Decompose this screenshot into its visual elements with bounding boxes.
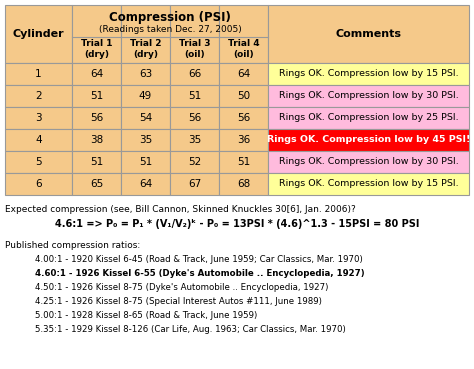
Text: 4.60:1 - 1926 Kissel 6-55 (Dyke's Automobile .. Encyclopedia, 1927): 4.60:1 - 1926 Kissel 6-55 (Dyke's Automo… bbox=[35, 269, 365, 278]
Bar bbox=[170, 63, 219, 85]
Bar bbox=[268, 129, 469, 151]
Text: 1: 1 bbox=[35, 69, 42, 79]
Text: 65: 65 bbox=[90, 179, 103, 189]
Bar bbox=[72, 173, 121, 195]
Text: 35: 35 bbox=[188, 135, 201, 145]
Text: Rings OK. Compression low by 30 PSI.: Rings OK. Compression low by 30 PSI. bbox=[279, 158, 458, 166]
Text: 56: 56 bbox=[237, 113, 250, 123]
Text: Rings OK. Compression low by 30 PSI.: Rings OK. Compression low by 30 PSI. bbox=[279, 92, 458, 100]
Bar bbox=[121, 5, 170, 63]
Text: Cylinder: Cylinder bbox=[13, 29, 64, 39]
Text: Comments: Comments bbox=[336, 29, 401, 39]
Text: 3: 3 bbox=[35, 113, 42, 123]
Text: 5.00:1 - 1928 Kissel 8-65 (Road & Track, June 1959): 5.00:1 - 1928 Kissel 8-65 (Road & Track,… bbox=[35, 311, 257, 320]
Text: 6: 6 bbox=[35, 179, 42, 189]
Text: 5: 5 bbox=[35, 157, 42, 167]
Bar bbox=[72, 107, 121, 129]
Text: Rings OK. Compression low by 15 PSI.: Rings OK. Compression low by 15 PSI. bbox=[279, 69, 458, 79]
Text: 68: 68 bbox=[237, 179, 250, 189]
Bar bbox=[268, 173, 469, 195]
Bar bbox=[268, 151, 469, 173]
Bar bbox=[170, 173, 219, 195]
Text: 2: 2 bbox=[35, 91, 42, 101]
Text: 4: 4 bbox=[35, 135, 42, 145]
Text: 49: 49 bbox=[139, 91, 152, 101]
Text: Published compression ratios:: Published compression ratios: bbox=[5, 241, 140, 250]
Bar bbox=[170, 107, 219, 129]
Text: 4.6:1 => P₀ = P₁ * (V₁/V₂)ᵏ - P₀ = 13PSI * (4.6)^1.3 - 15PSI = 80 PSI: 4.6:1 => P₀ = P₁ * (V₁/V₂)ᵏ - P₀ = 13PSI… bbox=[55, 219, 419, 229]
Bar bbox=[121, 173, 170, 195]
Text: 63: 63 bbox=[139, 69, 152, 79]
Bar bbox=[170, 5, 219, 63]
Text: Expected compression (see, Bill Cannon, Skinned Knuckles 30[6], Jan. 2006)?: Expected compression (see, Bill Cannon, … bbox=[5, 205, 356, 214]
Text: 56: 56 bbox=[90, 113, 103, 123]
Text: 64: 64 bbox=[90, 69, 103, 79]
Bar bbox=[219, 129, 268, 151]
Text: 4.50:1 - 1926 Kissel 8-75 (Dyke's Automobile .. Encyclopedia, 1927): 4.50:1 - 1926 Kissel 8-75 (Dyke's Automo… bbox=[35, 283, 328, 292]
Text: 5.35:1 - 1929 Kissel 8-126 (Car Life, Aug. 1963; Car Classics, Mar. 1970): 5.35:1 - 1929 Kissel 8-126 (Car Life, Au… bbox=[35, 325, 346, 334]
Bar bbox=[268, 5, 469, 63]
Bar bbox=[121, 85, 170, 107]
Bar bbox=[5, 107, 72, 129]
Bar bbox=[72, 129, 121, 151]
Text: 51: 51 bbox=[237, 157, 250, 167]
Bar bbox=[72, 5, 121, 63]
Text: 56: 56 bbox=[188, 113, 201, 123]
Text: 52: 52 bbox=[188, 157, 201, 167]
Text: Rings OK. Compression low by 15 PSI.: Rings OK. Compression low by 15 PSI. bbox=[279, 179, 458, 189]
Bar bbox=[170, 151, 219, 173]
Bar bbox=[72, 85, 121, 107]
Text: (Readings taken Dec. 27, 2005): (Readings taken Dec. 27, 2005) bbox=[99, 25, 241, 34]
Bar bbox=[121, 129, 170, 151]
Text: 66: 66 bbox=[188, 69, 201, 79]
Bar bbox=[72, 151, 121, 173]
Bar bbox=[5, 5, 72, 63]
Text: 50: 50 bbox=[237, 91, 250, 101]
Bar bbox=[72, 63, 121, 85]
Text: Trial 1
(dry): Trial 1 (dry) bbox=[81, 39, 112, 59]
Text: 51: 51 bbox=[188, 91, 201, 101]
Text: Trial 3
(oil): Trial 3 (oil) bbox=[179, 39, 210, 59]
Text: 38: 38 bbox=[90, 135, 103, 145]
Bar bbox=[170, 85, 219, 107]
Bar bbox=[219, 85, 268, 107]
Bar bbox=[268, 85, 469, 107]
Bar bbox=[5, 85, 72, 107]
Text: 64: 64 bbox=[237, 69, 250, 79]
Bar bbox=[219, 173, 268, 195]
Bar bbox=[219, 63, 268, 85]
Bar bbox=[5, 63, 72, 85]
Text: Compression (PSI): Compression (PSI) bbox=[109, 11, 231, 24]
Text: 51: 51 bbox=[90, 91, 103, 101]
Bar bbox=[219, 107, 268, 129]
Bar bbox=[170, 129, 219, 151]
Text: Rings OK. Compression low by 45 PSI!: Rings OK. Compression low by 45 PSI! bbox=[267, 135, 470, 145]
Text: 35: 35 bbox=[139, 135, 152, 145]
Text: Trial 2
(dry): Trial 2 (dry) bbox=[130, 39, 161, 59]
Text: 54: 54 bbox=[139, 113, 152, 123]
Bar bbox=[5, 129, 72, 151]
Bar bbox=[5, 151, 72, 173]
Text: Trial 4
(oil): Trial 4 (oil) bbox=[228, 39, 259, 59]
Bar bbox=[268, 107, 469, 129]
Text: 51: 51 bbox=[139, 157, 152, 167]
Text: Rings OK. Compression low by 25 PSI.: Rings OK. Compression low by 25 PSI. bbox=[279, 114, 458, 123]
Bar bbox=[121, 107, 170, 129]
Bar bbox=[219, 151, 268, 173]
Bar bbox=[268, 63, 469, 85]
Bar bbox=[219, 5, 268, 63]
Text: 51: 51 bbox=[90, 157, 103, 167]
Text: 36: 36 bbox=[237, 135, 250, 145]
Text: 4.00:1 - 1920 Kissel 6-45 (Road & Track, June 1959; Car Classics, Mar. 1970): 4.00:1 - 1920 Kissel 6-45 (Road & Track,… bbox=[35, 255, 363, 264]
Text: 64: 64 bbox=[139, 179, 152, 189]
Text: 4.25:1 - 1926 Kissel 8-75 (Special Interest Autos #111, June 1989): 4.25:1 - 1926 Kissel 8-75 (Special Inter… bbox=[35, 297, 322, 306]
Text: 67: 67 bbox=[188, 179, 201, 189]
Bar bbox=[5, 173, 72, 195]
Bar bbox=[121, 151, 170, 173]
Bar bbox=[121, 63, 170, 85]
